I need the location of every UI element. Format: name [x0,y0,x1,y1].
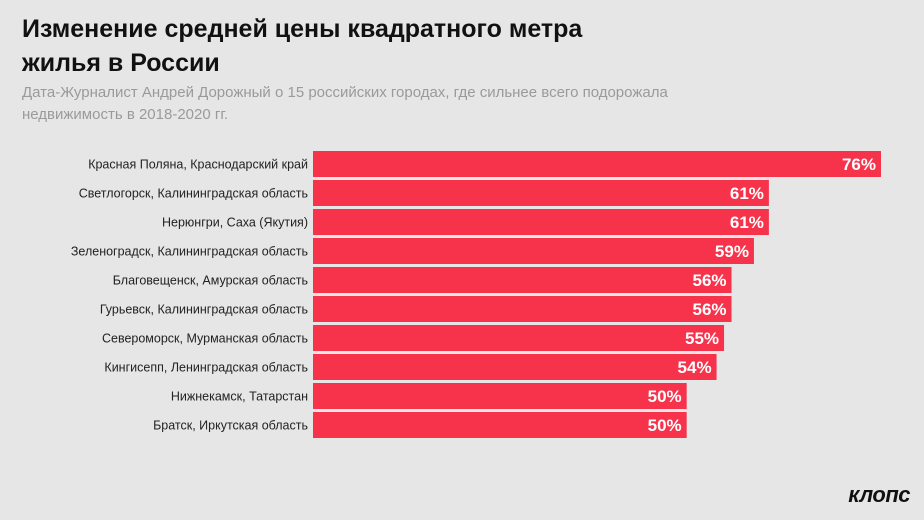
brand-logo: клопс [848,482,910,507]
value-label: 76% [842,155,876,174]
value-label: 59% [715,242,749,261]
category-label: Гурьевск, Калининградская область [100,303,308,317]
category-label: Кингисепп, Ленинградская область [104,361,308,375]
category-label: Нерюнгри, Саха (Якутия) [162,216,308,230]
value-label: 56% [692,271,726,290]
category-label: Зеленоградск, Калининградская область [71,245,308,259]
bar [313,267,732,293]
value-label: 56% [692,300,726,319]
category-label: Братск, Иркутская область [153,419,308,433]
bar [313,296,732,322]
value-label: 54% [678,358,712,377]
bar [313,383,687,409]
value-label: 55% [685,329,719,348]
category-label: Благовещенск, Амурская область [113,274,308,288]
bar [313,354,717,380]
value-label: 61% [730,184,764,203]
value-label: 50% [648,416,682,435]
bar [313,151,881,177]
category-label: Североморск, Мурманская область [102,332,308,346]
bar [313,325,725,351]
value-label: 50% [648,387,682,406]
category-label: Красная Поляна, Краснодарский край [88,158,308,172]
bar [313,209,769,235]
value-label: 61% [730,213,764,232]
category-label: Светлогорск, Калининградская область [79,187,308,201]
chart-subtitle: Дата-Журналист Андрей Дорожный о 15 росс… [22,84,668,123]
bar [313,238,754,264]
category-label: Нижнекамск, Татарстан [171,390,308,404]
bar [313,180,769,206]
chart-title: Изменение средней цены квадратного метра… [22,15,583,77]
bar [313,412,687,438]
